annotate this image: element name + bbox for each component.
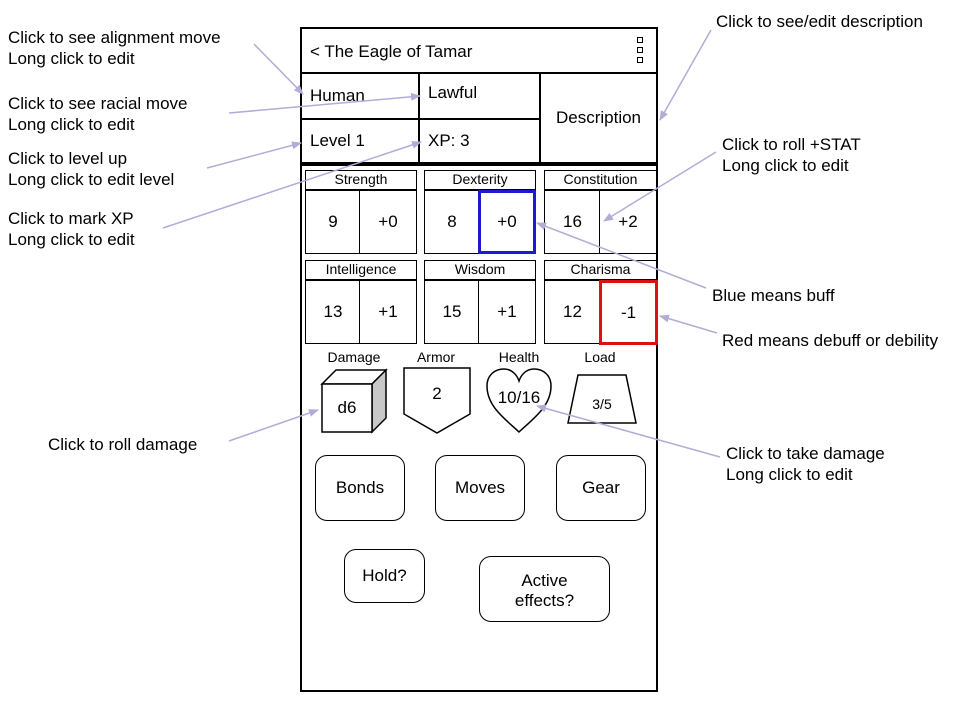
page-title[interactable]: < The Eagle of Tamar: [310, 42, 473, 61]
stat-value-wisdom[interactable]: 15: [424, 280, 480, 344]
stat-label-dexterity: Dexterity: [424, 170, 536, 190]
stat-value-strength[interactable]: 9: [305, 190, 361, 254]
hold-button[interactable]: Hold?: [344, 549, 425, 603]
stat-mod-charisma[interactable]: -1: [599, 280, 658, 345]
xp-cell[interactable]: XP: 3: [418, 118, 541, 164]
load-value: 3/5: [592, 396, 612, 412]
health-heart-icon[interactable]: [484, 366, 554, 436]
moves-button[interactable]: Moves: [435, 455, 525, 521]
load-label: Load: [584, 349, 616, 365]
annotation-racial: Click to see racial move Long click to e…: [8, 94, 188, 134]
stat-mod-wisdom[interactable]: +1: [478, 280, 536, 344]
annotation-debuff: Red means debuff or debility: [722, 331, 939, 350]
armor-value: 2: [432, 384, 442, 403]
annotation-buff: Blue means buff: [712, 286, 835, 305]
kebab-menu-icon[interactable]: [637, 37, 645, 65]
stat-label-charisma: Charisma: [544, 260, 657, 280]
die-icon[interactable]: [318, 366, 390, 436]
race-cell[interactable]: Human: [300, 72, 420, 120]
annotation-health: Click to take damage Long click to edit: [726, 444, 885, 484]
stat-mod-intelligence[interactable]: +1: [359, 280, 417, 344]
armor-label: Armor: [416, 349, 456, 365]
stat-label-strength: Strength: [305, 170, 417, 190]
stat-label-constitution: Constitution: [544, 170, 657, 190]
arrow-level: [206, 141, 302, 169]
stat-value-intelligence[interactable]: 13: [305, 280, 361, 344]
armor-shield-icon[interactable]: [402, 366, 472, 436]
annotation-xp: Click to mark XP Long click to edit: [8, 209, 135, 249]
health-label: Health: [498, 349, 540, 365]
arrow-alignment: [253, 43, 304, 95]
header-bar: < The Eagle of Tamar: [302, 29, 656, 74]
stat-label-intelligence: Intelligence: [305, 260, 417, 280]
active-effects-button[interactable]: Active effects?: [479, 556, 610, 622]
bonds-button[interactable]: Bonds: [315, 455, 405, 521]
health-value: 10/16: [497, 388, 541, 407]
annotation-description: Click to see/edit description: [716, 12, 923, 31]
stat-value-dexterity[interactable]: 8: [424, 190, 480, 254]
stat-mod-constitution[interactable]: +2: [599, 190, 657, 254]
damage-value: d6: [337, 398, 357, 417]
description-cell[interactable]: Description: [539, 72, 658, 164]
gear-button[interactable]: Gear: [556, 455, 646, 521]
stat-value-charisma[interactable]: 12: [544, 280, 601, 344]
stat-mod-dexterity[interactable]: +0: [478, 190, 536, 254]
annotation-alignment: Click to see alignment move Long click t…: [8, 28, 221, 68]
stats-divider: [300, 164, 658, 166]
alignment-cell[interactable]: Lawful: [418, 72, 541, 120]
damage-label: Damage: [327, 349, 381, 365]
annotation-roll-stat: Click to roll +STAT Long click to edit: [722, 135, 861, 175]
annotation-damage: Click to roll damage: [48, 435, 198, 454]
annotation-level: Click to level up Long click to edit lev…: [8, 149, 175, 189]
stat-label-wisdom: Wisdom: [424, 260, 536, 280]
level-cell[interactable]: Level 1: [300, 118, 420, 164]
stat-mod-strength[interactable]: +0: [359, 190, 417, 254]
arrow-debuff: [659, 314, 718, 334]
stat-value-constitution[interactable]: 16: [544, 190, 601, 254]
arrow-description: [659, 29, 712, 121]
